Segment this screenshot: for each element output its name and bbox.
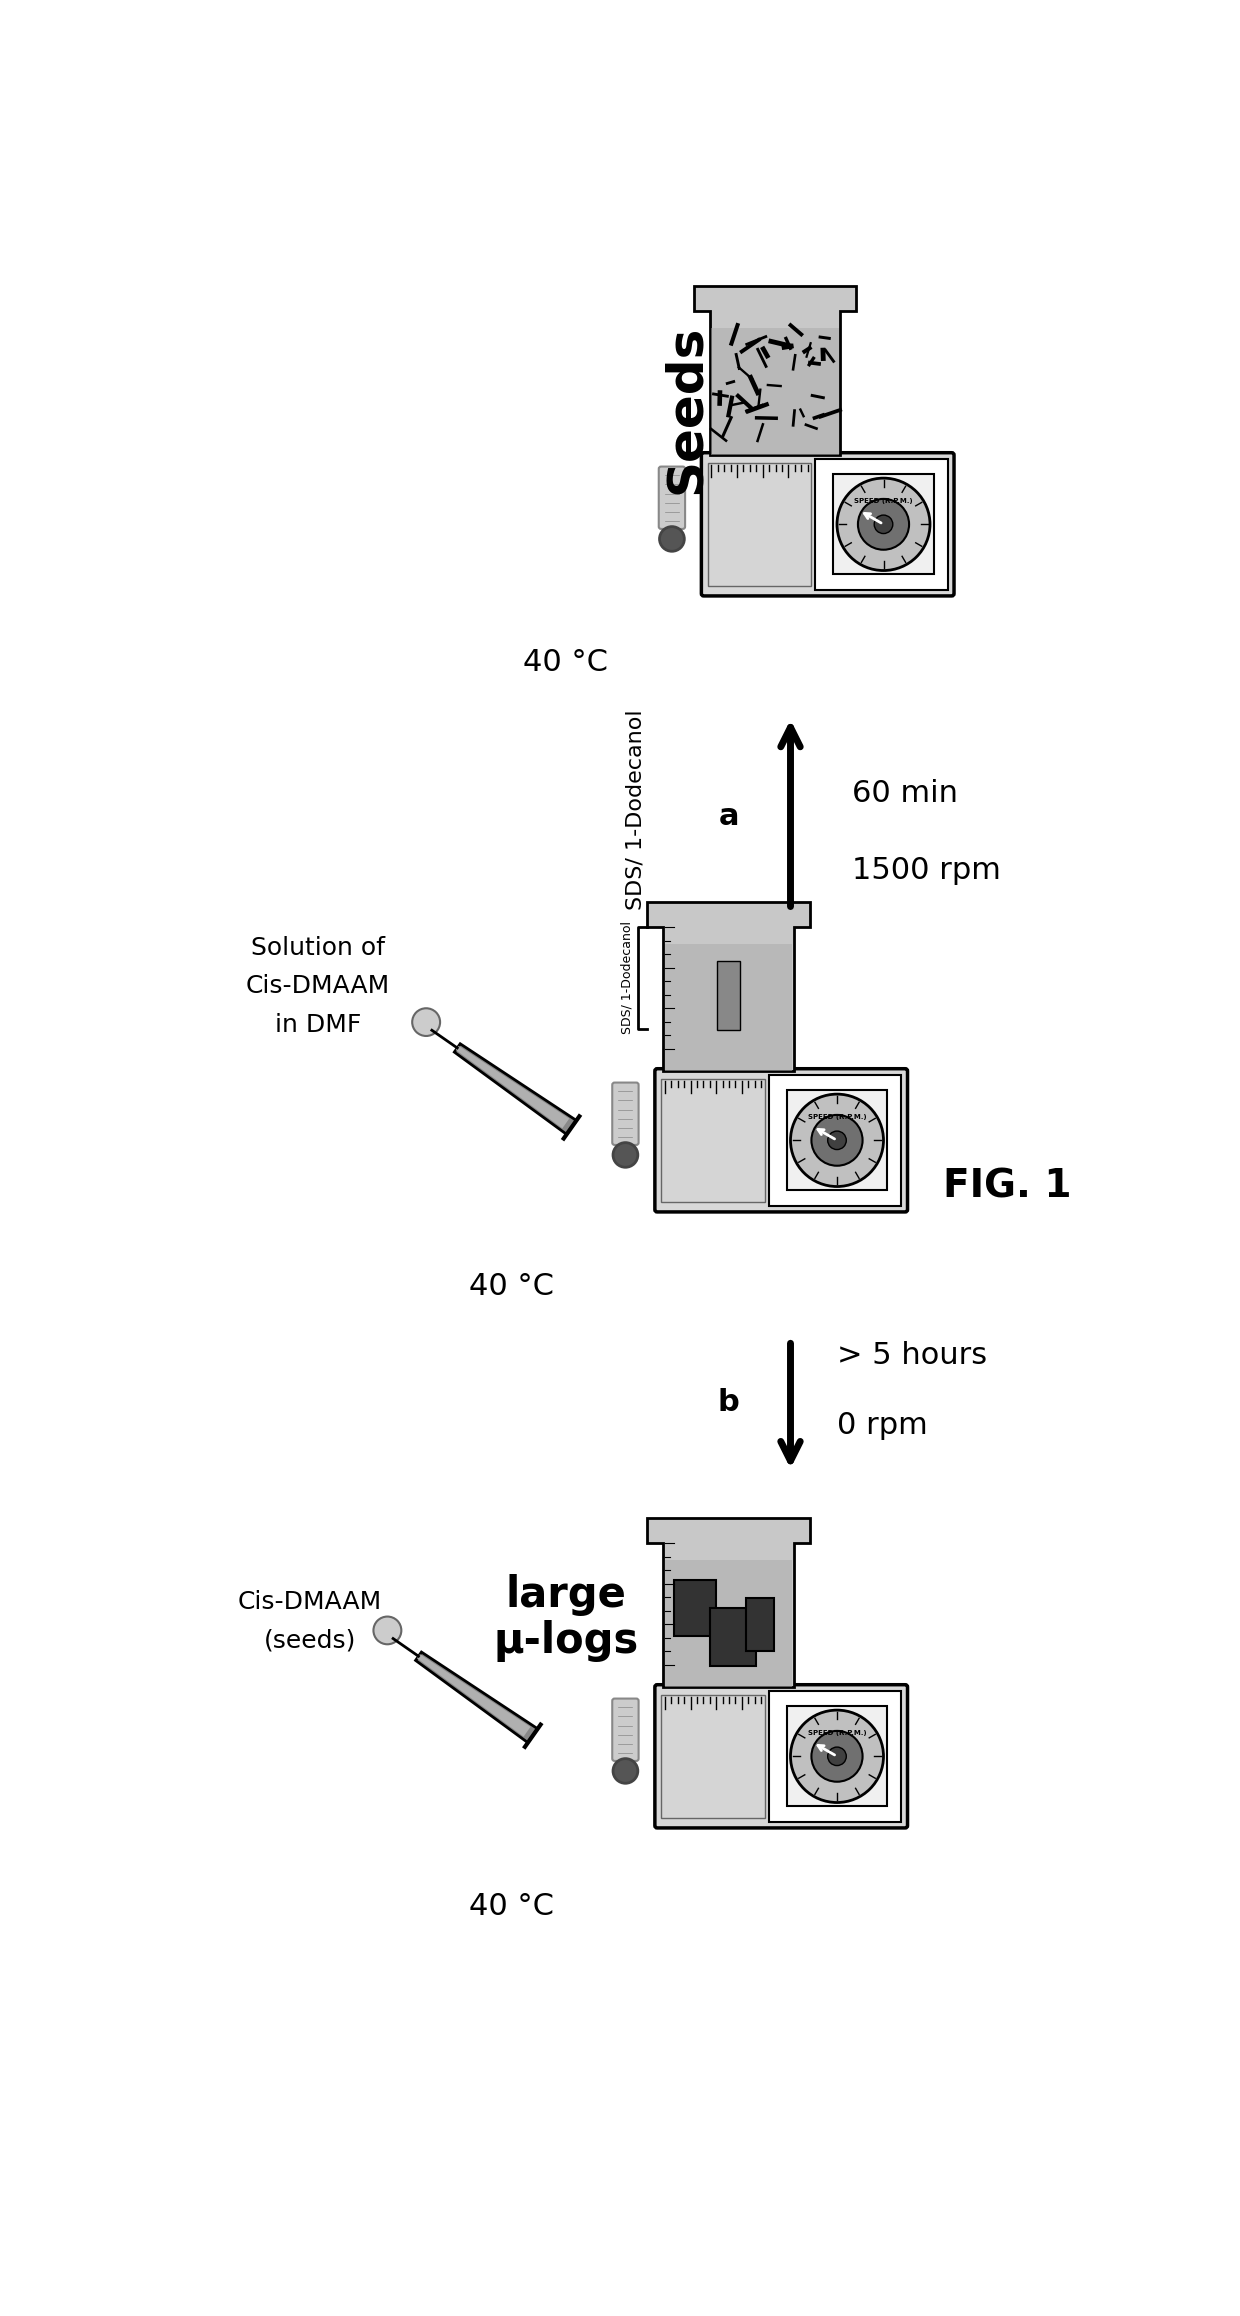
Polygon shape	[693, 285, 857, 454]
Circle shape	[412, 1007, 440, 1035]
Circle shape	[858, 498, 909, 549]
Text: in DMF: in DMF	[274, 1012, 361, 1038]
Polygon shape	[417, 1654, 531, 1737]
Circle shape	[613, 1142, 637, 1167]
Text: 40 °C: 40 °C	[469, 1892, 554, 1920]
Text: FIG. 1: FIG. 1	[944, 1167, 1071, 1207]
Polygon shape	[665, 1561, 792, 1686]
Text: 0 rpm: 0 rpm	[837, 1410, 928, 1441]
Text: SPEED (R.P.M.): SPEED (R.P.M.)	[854, 498, 913, 505]
FancyBboxPatch shape	[769, 1691, 901, 1823]
FancyBboxPatch shape	[708, 463, 811, 586]
Text: (seeds): (seeds)	[264, 1628, 356, 1654]
Bar	[709, 1607, 756, 1665]
Text: 60 min: 60 min	[853, 778, 959, 808]
Bar	[717, 961, 740, 1031]
Text: Cis-DMAAM: Cis-DMAAM	[246, 975, 389, 998]
Circle shape	[828, 1130, 847, 1149]
Bar	[745, 1598, 774, 1651]
FancyBboxPatch shape	[655, 1068, 908, 1211]
Circle shape	[811, 1114, 863, 1165]
Circle shape	[811, 1730, 863, 1781]
Polygon shape	[454, 1045, 577, 1135]
FancyBboxPatch shape	[833, 475, 934, 574]
FancyBboxPatch shape	[613, 1082, 639, 1144]
FancyBboxPatch shape	[655, 1684, 908, 1827]
Text: 40 °C: 40 °C	[469, 1271, 554, 1302]
Circle shape	[874, 514, 893, 533]
FancyBboxPatch shape	[786, 1707, 888, 1806]
FancyBboxPatch shape	[702, 452, 954, 595]
Text: SPEED (R.P.M.): SPEED (R.P.M.)	[807, 1114, 867, 1121]
FancyBboxPatch shape	[816, 459, 947, 591]
Bar	[675, 1580, 717, 1637]
Polygon shape	[415, 1651, 538, 1742]
FancyBboxPatch shape	[786, 1091, 888, 1190]
FancyBboxPatch shape	[658, 466, 684, 528]
Text: SDS/ 1-Dodecanol: SDS/ 1-Dodecanol	[625, 709, 646, 910]
Text: μ-logs: μ-logs	[494, 1619, 639, 1663]
Circle shape	[660, 526, 684, 551]
Text: > 5 hours: > 5 hours	[837, 1341, 987, 1371]
Circle shape	[837, 477, 930, 570]
FancyBboxPatch shape	[613, 1698, 639, 1760]
Text: Seeds: Seeds	[662, 324, 709, 493]
Circle shape	[613, 1758, 637, 1783]
Text: Cis-DMAAM: Cis-DMAAM	[238, 1591, 382, 1614]
Text: SDS/ 1-Dodecanol: SDS/ 1-Dodecanol	[621, 922, 634, 1035]
Text: Solution of: Solution of	[250, 936, 384, 959]
Polygon shape	[665, 945, 792, 1070]
FancyBboxPatch shape	[769, 1075, 901, 1207]
Polygon shape	[647, 1517, 810, 1686]
Circle shape	[791, 1093, 883, 1186]
Text: b: b	[718, 1387, 739, 1417]
Circle shape	[791, 1709, 883, 1802]
Text: SPEED (R.P.M.): SPEED (R.P.M.)	[807, 1730, 867, 1737]
Text: a: a	[718, 801, 739, 831]
Text: 1500 rpm: 1500 rpm	[853, 857, 1002, 885]
Polygon shape	[712, 329, 838, 454]
Text: large: large	[506, 1573, 626, 1617]
FancyBboxPatch shape	[661, 1695, 765, 1818]
FancyBboxPatch shape	[661, 1079, 765, 1202]
Polygon shape	[647, 901, 810, 1070]
Circle shape	[373, 1617, 402, 1644]
Circle shape	[828, 1746, 847, 1765]
Text: 40 °C: 40 °C	[523, 648, 609, 676]
Polygon shape	[456, 1047, 569, 1128]
